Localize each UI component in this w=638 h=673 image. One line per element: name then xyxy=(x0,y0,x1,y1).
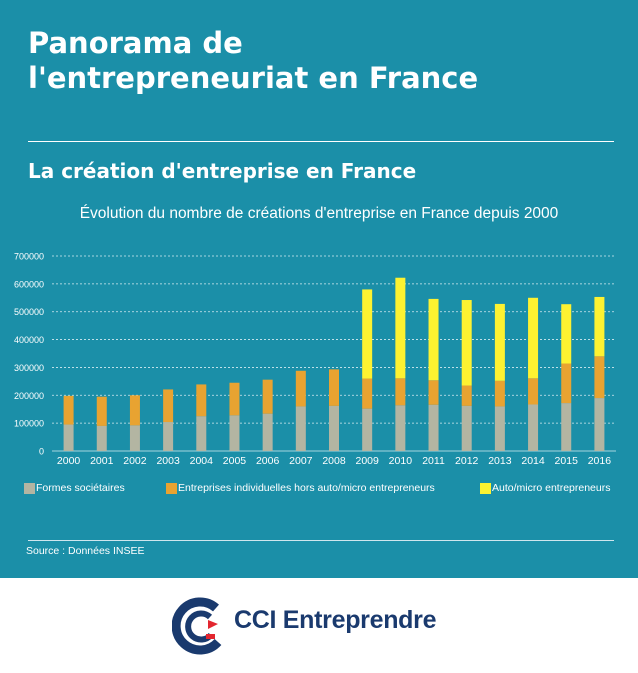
y-tick-label: 0 xyxy=(39,447,44,457)
bar-segment-societaires xyxy=(528,404,539,451)
bar-segment-individuelles xyxy=(196,384,207,417)
bar-segment-individuelles xyxy=(428,380,439,405)
bar-segment-societaires xyxy=(163,422,174,451)
x-tick-label: 2000 xyxy=(57,455,81,467)
bar-segment-societaires xyxy=(362,408,373,451)
bar-segment-societaires xyxy=(295,406,306,451)
bar-segment-societaires xyxy=(129,425,140,451)
bar-segment-societaires xyxy=(196,416,207,451)
x-tick-label: 2009 xyxy=(355,455,379,467)
x-tick-label: 2015 xyxy=(555,455,579,467)
x-tick-label: 2014 xyxy=(521,455,545,467)
x-tick-label: 2001 xyxy=(90,455,114,467)
bar-segment-auto-micro xyxy=(428,298,439,381)
bar-segment-societaires xyxy=(96,425,107,451)
section-subtitle: La création d'entreprise en France xyxy=(28,159,417,183)
bar-segment-individuelles xyxy=(262,379,273,414)
stacked-bar-chart: 0 100000 200000 300000 400000 500000 600000 700… xyxy=(14,252,616,467)
x-tick-label: 2011 xyxy=(422,455,445,467)
legend-swatch-societaires xyxy=(24,482,35,494)
bar-segment-individuelles xyxy=(561,363,572,404)
chart-title: Évolution du nombre de créations d'entre… xyxy=(79,205,559,222)
x-tick-label: 2002 xyxy=(123,455,147,467)
x-tick-label: 2007 xyxy=(289,455,313,467)
bar-segment-societaires xyxy=(494,406,505,451)
bar-segment-auto-micro xyxy=(395,277,406,379)
y-tick-label: 300000 xyxy=(14,363,44,373)
bar-segment-societaires xyxy=(63,424,74,451)
bar-segment-individuelles xyxy=(295,370,306,407)
legend-label-auto-micro: Auto/micro entrepreneurs xyxy=(492,482,611,494)
bar-segment-individuelles xyxy=(395,378,406,406)
x-tick-label: 2012 xyxy=(455,455,479,467)
legend-item-societaires: Formes sociétaires xyxy=(24,482,125,494)
bar-segment-individuelles xyxy=(528,378,539,405)
legend-label-individuelles: Entreprises individuelles hors auto/micr… xyxy=(178,482,435,494)
bar-segment-societaires xyxy=(428,404,439,451)
x-tick-label: 2008 xyxy=(322,455,346,467)
bar-segment-individuelles xyxy=(362,378,373,409)
bar-segment-auto-micro xyxy=(494,303,505,381)
x-tick-label: 2003 xyxy=(156,455,180,467)
y-tick-label: 600000 xyxy=(14,279,44,289)
bar-segment-individuelles xyxy=(63,395,74,425)
legend-item-auto-micro: Auto/micro entrepreneurs xyxy=(480,482,610,494)
legend-label-societaires: Formes sociétaires xyxy=(36,482,125,494)
title-divider xyxy=(28,141,614,142)
cci-logo: CCI Entreprendre xyxy=(171,596,472,656)
bar-segment-societaires xyxy=(329,405,339,451)
source-divider xyxy=(28,540,614,541)
source-note: Source : Données INSEE xyxy=(26,545,145,557)
bar-segment-societaires xyxy=(262,413,273,451)
bar-segment-societaires xyxy=(229,415,240,451)
bar-segment-individuelles xyxy=(329,369,339,406)
legend-swatch-auto-micro xyxy=(480,482,491,494)
legend-swatch-individuelles xyxy=(166,482,177,494)
bar-segment-individuelles xyxy=(594,356,605,399)
cci-emblem-icon xyxy=(171,597,222,655)
bar-segment-individuelles xyxy=(494,380,505,407)
bar-segment-auto-micro xyxy=(362,289,373,379)
bar-segment-societaires xyxy=(561,403,572,451)
bar-segment-auto-micro xyxy=(461,300,472,386)
x-tick-label: 2010 xyxy=(389,455,413,467)
page-title: Panorama de l'entrepreneuriat en France xyxy=(28,26,479,95)
bar-segment-individuelles xyxy=(229,382,240,416)
brand-name: CCI Entreprendre xyxy=(234,606,437,634)
bar-segment-auto-micro xyxy=(561,304,572,364)
x-tick-label: 2016 xyxy=(588,455,612,467)
x-tick-label: 2013 xyxy=(488,455,512,467)
bar-segment-auto-micro xyxy=(528,297,539,379)
y-tick-label: 400000 xyxy=(14,335,44,345)
x-tick-label: 2005 xyxy=(223,455,247,467)
bar-segment-societaires xyxy=(594,398,605,451)
x-tick-label: 2006 xyxy=(256,455,280,467)
y-tick-label: 500000 xyxy=(14,307,44,317)
bar-segment-auto-micro xyxy=(594,296,605,357)
bar-segment-societaires xyxy=(395,405,406,451)
legend-item-individuelles: Entreprises individuelles hors auto/micr… xyxy=(166,482,435,494)
bar-segment-individuelles xyxy=(163,389,174,423)
bar-segment-societaires xyxy=(461,405,472,451)
y-tick-label: 200000 xyxy=(14,391,44,401)
x-tick-label: 2004 xyxy=(190,455,214,467)
y-tick-label: 100000 xyxy=(14,419,44,429)
bar-segment-individuelles xyxy=(96,396,107,426)
y-tick-label: 700000 xyxy=(14,252,44,262)
bar-segment-individuelles xyxy=(129,395,140,426)
infographic-panel: Panorama de l'entrepreneuriat en France … xyxy=(0,0,638,578)
bar-segment-individuelles xyxy=(461,385,472,406)
